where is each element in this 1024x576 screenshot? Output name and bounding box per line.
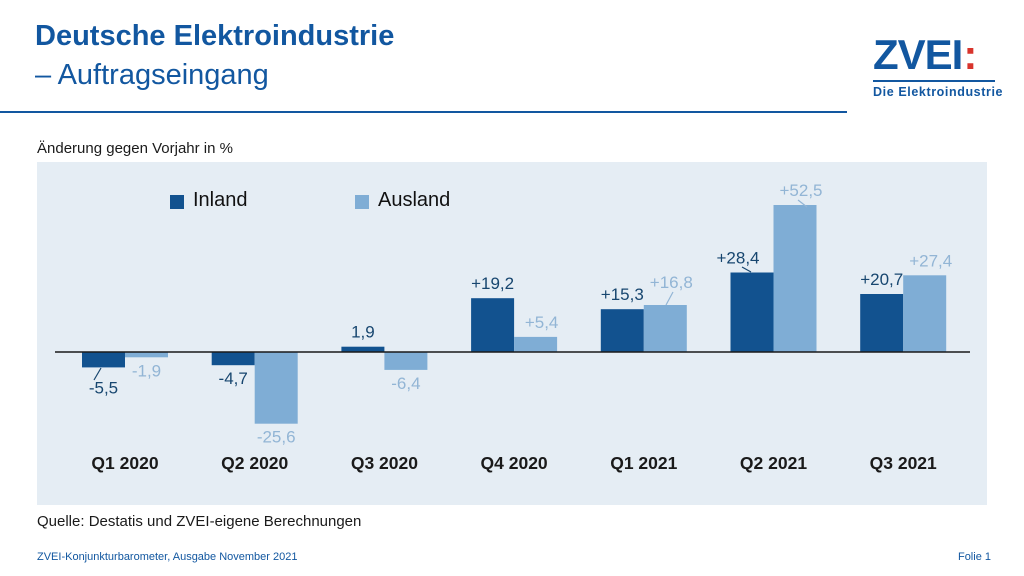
slide-number: Folie 1 [957, 551, 991, 563]
value-label-ausland-q1-2020: -1,9 [132, 361, 161, 380]
bar-ausland-q1-2021 [643, 305, 687, 352]
label-leader-line [93, 367, 102, 381]
bar-inland-q1-2021 [600, 309, 644, 352]
value-label-ausland-q3-2021: +27,4 [909, 251, 952, 270]
source-note: Quelle: Destatis und ZVEI-eigene Berechn… [37, 513, 362, 530]
zvei-colon: : [963, 31, 977, 78]
value-label-inland-q1-2020: -5,5 [89, 378, 118, 397]
page-title: Deutsche Elektroindustrie [35, 20, 395, 52]
value-label-inland-q2-2021: +28,4 [716, 249, 759, 268]
bar-ausland-q1-2020 [125, 352, 168, 358]
ausland-swatch-icon [355, 194, 369, 209]
category-label-q2-2021: Q2 2021 [740, 453, 807, 473]
zvei-wordmark: ZVEI: [873, 34, 999, 76]
value-label-ausland-q2-2020: -25,6 [257, 428, 296, 447]
bar-ausland-q2-2021 [773, 205, 817, 352]
category-label-q3-2021: Q3 2021 [870, 453, 937, 473]
bar-ausland-q3-2020 [384, 352, 428, 370]
header-divider [0, 111, 847, 113]
page-subtitle: – Auftragseingang [35, 59, 269, 92]
value-label-ausland-q2-2021: +52,5 [779, 181, 822, 200]
label-leader-line [741, 266, 752, 273]
chart-subtitle: Änderung gegen Vorjahr in % [37, 140, 233, 157]
legend-label-ausland: Ausland [378, 189, 451, 211]
logo-tagline: Die Elektroindustrie [873, 85, 1004, 99]
zvei-logo: ZVEI: Die Elektroindustrie [873, 34, 1004, 99]
zvei-wordmark-text: ZVEI [873, 31, 963, 78]
value-label-ausland-q3-2020: -6,4 [391, 374, 420, 393]
category-label-q4-2020: Q4 2020 [481, 453, 548, 473]
bar-inland-q2-2021 [730, 272, 774, 352]
value-label-inland-q4-2020: +19,2 [471, 274, 514, 293]
value-label-inland-q3-2021: +20,7 [860, 270, 903, 289]
category-label-q1-2021: Q1 2021 [610, 453, 677, 473]
bar-inland-q1-2020 [82, 352, 125, 368]
bar-ausland-q4-2020 [514, 336, 558, 352]
bar-inland-q3-2021 [860, 294, 904, 352]
chart-panel: -5,5 -1,9 Q1 2020 -4,7 -25,6 Q2 2020 1,9 -6,4 Q3… [37, 162, 987, 505]
bar-inland-q2-2020 [211, 352, 255, 366]
header: Deutsche Elektroindustrie – Auftragseing… [35, 18, 394, 94]
category-label-q2-2020: Q2 2020 [221, 453, 288, 473]
bar-chart: -5,5 -1,9 Q1 2020 -4,7 -25,6 Q2 2020 1,9 -6,4 Q3… [55, 181, 970, 473]
value-label-ausland-q4-2020: +5,4 [525, 313, 559, 332]
value-label-inland-q3-2020: 1,9 [351, 323, 375, 342]
bar-ausland-q3-2021 [903, 275, 947, 352]
value-label-ausland-q1-2021: +16,8 [650, 273, 693, 292]
legend-label-inland: Inland [193, 189, 248, 211]
bar-inland-q4-2020 [471, 298, 515, 352]
label-leader-line [665, 291, 674, 306]
category-label-q1-2020: Q1 2020 [91, 453, 158, 473]
footer-publication: ZVEI-Konjunkturbarometer, Ausgabe Novemb… [37, 551, 298, 563]
category-label-q3-2020: Q3 2020 [351, 453, 418, 473]
logo-divider [873, 80, 995, 82]
bar-ausland-q2-2020 [254, 352, 298, 424]
legend-item-ausland: Ausland [355, 189, 450, 212]
bar-inland-q3-2020 [341, 346, 385, 352]
value-label-inland-q2-2020: -4,7 [219, 369, 248, 388]
inland-swatch-icon [170, 194, 184, 209]
legend-item-inland: Inland [170, 189, 248, 212]
value-label-inland-q1-2021: +15,3 [601, 285, 644, 304]
label-leader-line [797, 199, 808, 208]
